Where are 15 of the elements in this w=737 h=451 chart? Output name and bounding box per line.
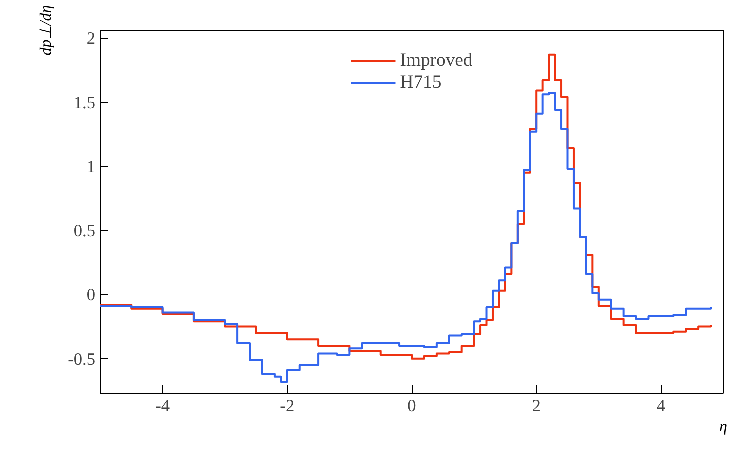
y-tick-label: 0 bbox=[86, 286, 96, 305]
x-tick-label: -4 bbox=[156, 396, 170, 416]
legend-label: Improved bbox=[400, 50, 473, 72]
y-tick-label: 0.5 bbox=[74, 222, 96, 241]
legend-label: H715 bbox=[400, 72, 442, 94]
y-tick-label: -0.5 bbox=[68, 350, 96, 369]
y-tick-label: 1 bbox=[86, 157, 96, 176]
y-tick-label: 2 bbox=[86, 29, 96, 48]
x-tick-label: 0 bbox=[408, 396, 416, 416]
x-tick-label: -2 bbox=[280, 396, 295, 416]
x-tick-label: 4 bbox=[656, 396, 666, 416]
y-tick-label: 1.5 bbox=[74, 93, 96, 112]
x-axis-title: η bbox=[720, 418, 728, 436]
x-tick-label: 2 bbox=[532, 396, 541, 416]
y-axis-title: dp⊥/dη bbox=[38, 5, 56, 56]
